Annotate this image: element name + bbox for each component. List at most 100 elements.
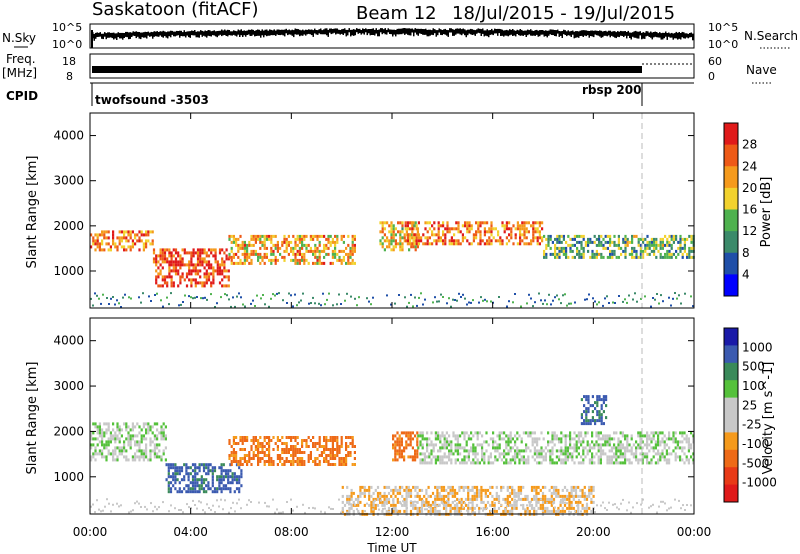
power-echo-cell [210, 293, 212, 296]
vel-echo-cell [365, 488, 369, 492]
nsky-sample [473, 29, 475, 35]
power-echo-cell [353, 249, 356, 253]
vel-echo-cell [394, 485, 397, 489]
power-echo-cell [383, 248, 386, 252]
vel-echo-cell [505, 461, 508, 465]
vel-echo-cell [514, 434, 517, 438]
power-echo-cell [562, 252, 565, 256]
vel-echo-cell [539, 506, 542, 510]
vel-echo-cell [164, 434, 167, 438]
vel-echo-cell [396, 491, 399, 495]
power-echo-cell [218, 269, 222, 273]
power-echo-cell [118, 239, 121, 243]
vel-echo-cell [318, 454, 321, 457]
vel-echo-cell [470, 431, 473, 435]
power-echo-cell [181, 260, 184, 264]
vel-echo-cell [336, 451, 339, 454]
vel-echo-cell [624, 461, 627, 465]
power-echo-cell [602, 255, 605, 259]
power-echo-cell [168, 248, 171, 252]
power-echo-cell [609, 234, 612, 238]
nsky-sample [213, 30, 215, 36]
vel-echo-cell [429, 503, 432, 507]
vel-echo-cell [676, 440, 679, 444]
vel-echo-cell [516, 446, 519, 450]
vel-echo-cell [654, 431, 657, 435]
nsky-sample [219, 30, 221, 35]
vel-echo-cell [385, 500, 388, 504]
vel-echo-cell [563, 485, 567, 489]
nsky-sample [233, 30, 235, 35]
vel-echo-cell [167, 484, 170, 488]
vel-echo-cell [164, 437, 167, 441]
vel-echo-cell [464, 503, 468, 507]
vel-echo-cell [419, 452, 422, 456]
vel-echo-cell [290, 454, 293, 457]
vel-echo-cell [690, 455, 693, 459]
vel-echo-cell [659, 455, 662, 459]
nsky-sample [141, 32, 143, 38]
power-echo-cell [664, 234, 667, 238]
vel-echo-cell [174, 472, 177, 476]
power-echo-cell [666, 237, 669, 241]
power-echo-cell [202, 297, 204, 300]
power-echo-cell [203, 248, 206, 252]
power-echo-cell [257, 258, 260, 262]
power-echo-cell [576, 246, 579, 250]
vel-echo-cell [107, 443, 110, 447]
power-echo-cell [652, 297, 654, 299]
power-echo-cell [457, 239, 460, 243]
power-echo-cell [633, 234, 636, 238]
vel-echo-cell [577, 437, 580, 441]
vel-echo-cell [441, 458, 444, 462]
vel-echo-cell [134, 425, 137, 429]
power-echo-cell [394, 227, 397, 231]
nsky-sample [270, 29, 272, 36]
power-echo-cell [481, 239, 484, 243]
power-echo-cell [426, 242, 429, 246]
power-echo-cell [265, 234, 268, 238]
power-echo-cell [114, 303, 116, 306]
nsky-sample [206, 31, 208, 38]
nsky-sample [245, 30, 247, 37]
vel-echo-cell [309, 439, 312, 442]
power-echo-cell [631, 234, 634, 238]
vel-echo-cell [535, 494, 538, 498]
vel-echo-cell [535, 485, 538, 489]
vel-echo-cell [539, 503, 542, 507]
power-echo-cell [227, 275, 230, 279]
power-echo-cell [437, 227, 440, 231]
vel-echo-cell [458, 500, 461, 504]
vel-echo-cell [498, 501, 500, 504]
power-echo-cell [508, 221, 511, 225]
vel-echo-cell [165, 478, 168, 482]
power-echo-cell [103, 233, 106, 237]
vel-echo-cell [325, 457, 328, 460]
vel-echo-cell [353, 463, 356, 466]
power-echo-cell [648, 240, 651, 244]
power-echo-cell [159, 284, 162, 288]
vel-echo-cell [180, 469, 184, 473]
vel-echo-cell [459, 446, 462, 450]
vel-echo-cell [396, 458, 399, 462]
nsky-sample [458, 28, 460, 34]
vel-echo-cell [507, 440, 510, 444]
vel-echo-cell [394, 509, 397, 513]
vel-echo-cell [437, 431, 440, 435]
vel-echo-cell [489, 461, 492, 465]
power-echo-cell [658, 302, 660, 305]
power-echo-cell [631, 246, 634, 250]
vel-echo-cell [325, 454, 328, 457]
power-echo-cell [668, 243, 671, 247]
vel-echo-cell [681, 458, 684, 462]
power-echo-cell [212, 278, 215, 282]
vel-echo-cell [468, 501, 470, 504]
nsky-sample [507, 30, 509, 37]
nsky-sample [539, 30, 541, 37]
vel-echo-cell [125, 428, 128, 432]
power-echo-cell [637, 237, 640, 241]
vel-echo-cell [594, 422, 597, 426]
power-echo-cell [661, 240, 664, 244]
vel-echo-cell [463, 455, 466, 459]
nsky-sample [383, 29, 385, 34]
